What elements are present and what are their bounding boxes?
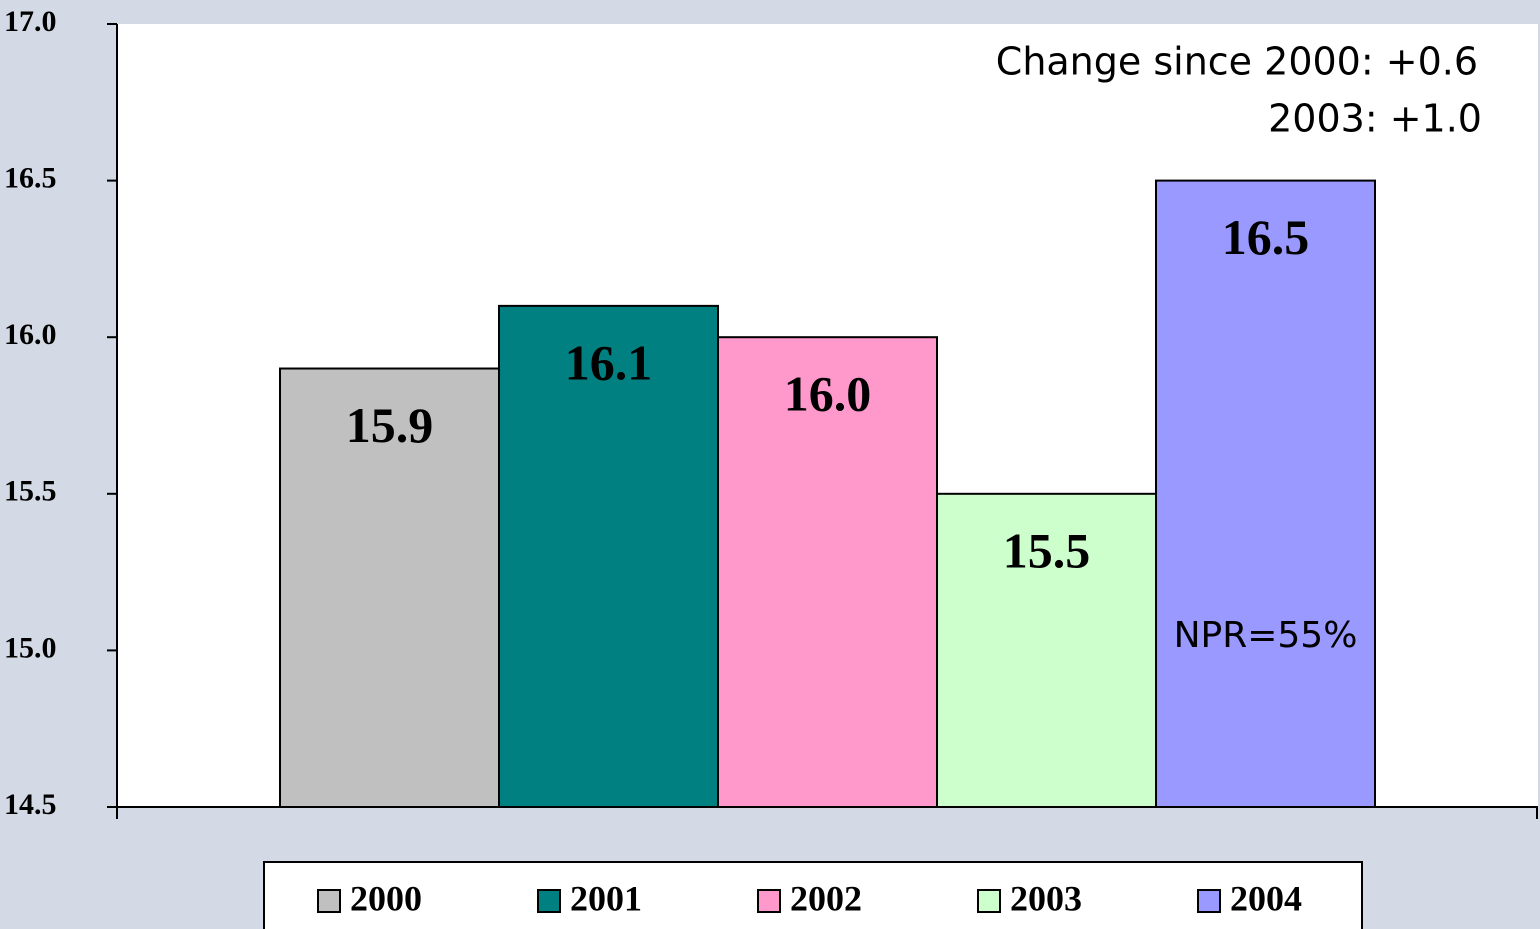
bar	[936, 492, 1157, 808]
y-tick-label: 16.0	[4, 318, 57, 351]
legend-swatch	[1197, 889, 1221, 913]
y-tick-label: 17.0	[4, 5, 57, 38]
legend-swatch	[757, 889, 781, 913]
bar	[279, 367, 500, 808]
value-label: 16.0	[784, 366, 872, 422]
y-tick-label: 15.5	[4, 475, 57, 508]
legend-swatch	[537, 889, 561, 913]
legend-label: 2002	[790, 878, 862, 918]
legend-label: 2004	[1230, 878, 1302, 918]
value-label: 16.1	[565, 334, 653, 390]
legend-label: 2000	[350, 878, 422, 918]
y-tick-label: 16.5	[4, 161, 57, 194]
bar	[1155, 179, 1376, 809]
annotation: 2003: +1.0	[1268, 97, 1482, 141]
annotation: NPR=55%	[1174, 615, 1358, 656]
legend-swatch	[317, 889, 341, 913]
legend-label: 2003	[1010, 878, 1082, 918]
y-tick-label: 15.0	[4, 631, 57, 664]
annotation: Change since 2000: +0.6	[996, 40, 1478, 84]
bar	[498, 304, 719, 808]
y-tick-label: 14.5	[4, 788, 57, 821]
value-label: 16.5	[1222, 209, 1310, 265]
legend-swatch	[977, 889, 1001, 913]
value-label: 15.9	[346, 397, 434, 453]
legend-label: 2001	[570, 878, 642, 918]
legend-box	[263, 861, 1363, 929]
bar	[717, 336, 938, 808]
value-label: 15.5	[1003, 522, 1091, 578]
